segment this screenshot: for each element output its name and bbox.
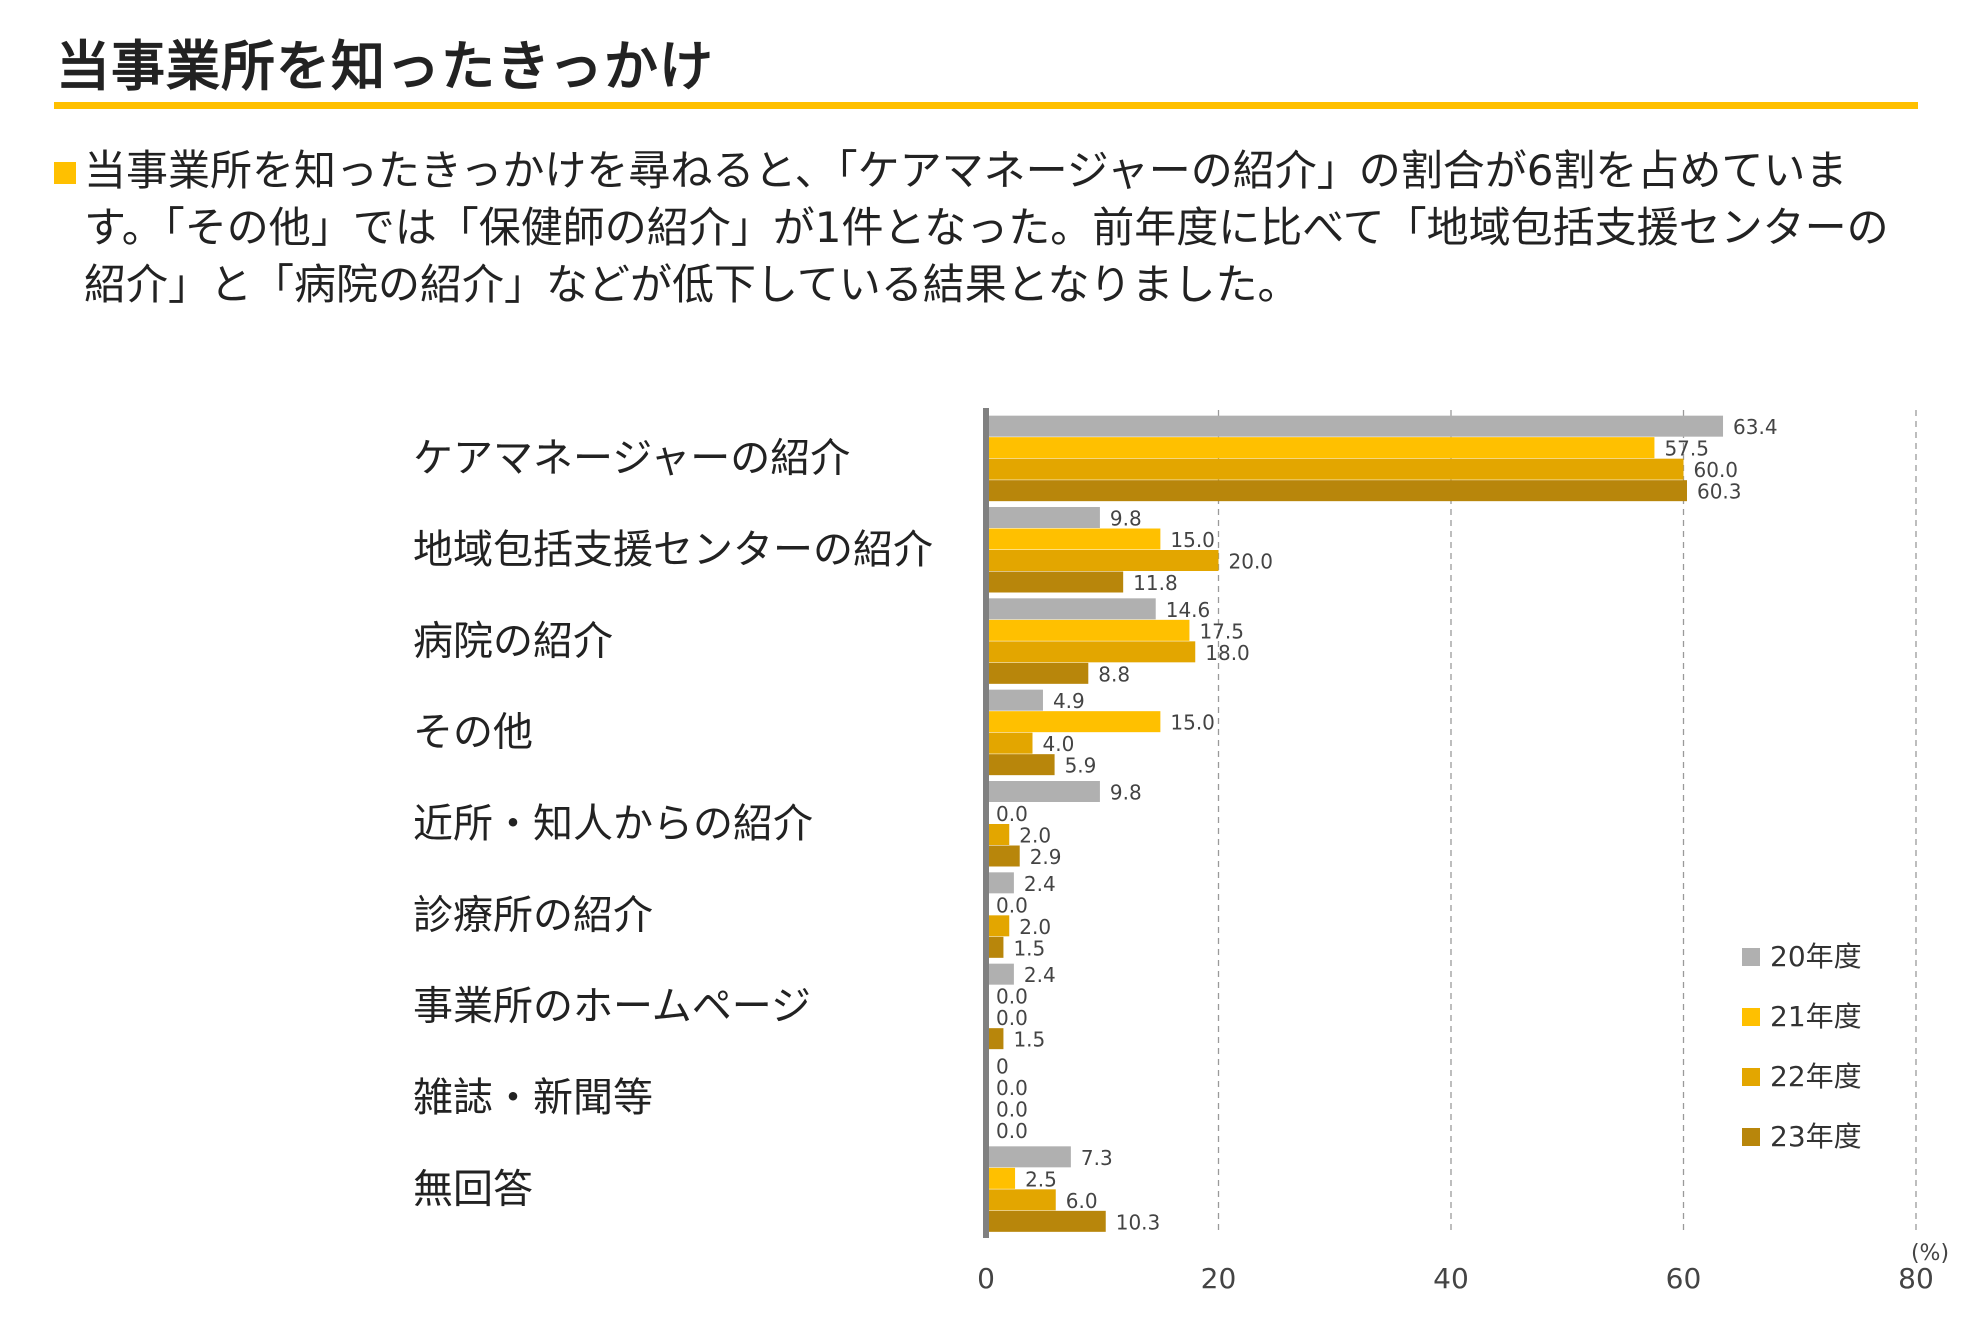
bar	[986, 754, 1055, 776]
summary-block: 当事業所を知ったきっかけを尋ねると、「ケアマネージャーの紹介」の割合が6割を占め…	[54, 142, 1904, 313]
category-label: 雑誌・新聞等	[413, 1075, 653, 1121]
category-label: 近所・知人からの紹介	[413, 801, 813, 847]
legend-label: 20年度	[1770, 940, 1862, 973]
x-tick-label: 40	[1433, 1262, 1469, 1295]
value-label: 15.0	[1170, 528, 1215, 552]
bar	[986, 1167, 1016, 1189]
value-label: 57.5	[1664, 437, 1709, 461]
category-label: 病院の紹介	[413, 618, 613, 664]
x-tick-label: 80	[1898, 1262, 1934, 1295]
page-title: 当事業所を知ったきっかけ	[56, 35, 714, 98]
bar	[986, 872, 1014, 894]
bar	[986, 1210, 1106, 1232]
value-label: 6.0	[1066, 1189, 1098, 1213]
value-label: 10.3	[1116, 1210, 1161, 1234]
category-label: 地域包括支援センターの紹介	[413, 527, 933, 573]
category-label: 無回答	[413, 1166, 533, 1212]
bar	[986, 936, 1004, 958]
bar	[986, 598, 1156, 620]
bar	[986, 619, 1190, 641]
value-label: 5.9	[1065, 754, 1097, 778]
value-label: 0.0	[996, 1076, 1028, 1100]
bar	[986, 711, 1161, 733]
summary-text: 当事業所を知ったきっかけを尋ねると、「ケアマネージャーの紹介」の割合が6割を占め…	[84, 146, 1889, 309]
bar	[986, 963, 1014, 985]
value-label: 2.5	[1025, 1167, 1057, 1191]
value-label: 2.4	[1024, 963, 1056, 987]
legend-label: 22年度	[1770, 1060, 1862, 1093]
value-label: 20.0	[1229, 550, 1274, 574]
value-label: 1.5	[1013, 936, 1045, 960]
bar	[986, 507, 1100, 528]
value-label: 2.4	[1024, 872, 1056, 896]
legend-swatch	[1742, 1008, 1760, 1026]
bar	[986, 415, 1724, 437]
bar	[986, 571, 1124, 593]
value-label: 0.0	[996, 1098, 1028, 1122]
value-label: 9.8	[1110, 781, 1142, 805]
x-tick-label: 0	[977, 1262, 995, 1295]
bar	[986, 480, 1687, 502]
value-label: 1.5	[1013, 1028, 1045, 1052]
legend-label: 23年度	[1770, 1120, 1862, 1153]
value-label: 17.5	[1199, 619, 1244, 643]
category-label: その他	[413, 710, 533, 756]
bar	[986, 550, 1219, 571]
bar	[986, 641, 1196, 663]
unit-label: (%)	[1911, 1241, 1949, 1266]
legend-swatch	[1742, 1128, 1760, 1146]
legend-swatch	[1742, 1068, 1760, 1086]
value-label: 0.0	[996, 1119, 1028, 1143]
value-label: 60.0	[1694, 458, 1739, 482]
value-label: 18.0	[1205, 641, 1250, 665]
value-label: 7.3	[1081, 1146, 1113, 1170]
category-label: 事業所のホームページ	[413, 984, 811, 1030]
legend-swatch	[1742, 948, 1760, 966]
value-label: 4.0	[1043, 732, 1075, 756]
value-label: 4.9	[1053, 689, 1085, 713]
bar	[986, 781, 1100, 802]
bar	[986, 437, 1655, 459]
value-label: 11.8	[1133, 571, 1178, 595]
bar	[986, 528, 1161, 550]
bar	[986, 915, 1010, 937]
value-label: 9.8	[1110, 507, 1142, 531]
value-label: 0.0	[996, 985, 1028, 1009]
category-label: ケアマネージャーの紹介	[413, 436, 850, 482]
bar	[986, 662, 1089, 684]
value-label: 14.6	[1166, 598, 1211, 622]
value-label: 0.0	[996, 893, 1028, 917]
bar	[986, 732, 1033, 754]
bar	[986, 824, 1010, 845]
value-label: 0.0	[996, 1006, 1028, 1030]
bar	[986, 1189, 1056, 1211]
bar	[986, 1028, 1004, 1050]
value-label: 60.3	[1697, 480, 1742, 504]
value-label: 8.8	[1098, 662, 1130, 686]
bar	[986, 458, 1684, 480]
legend-label: 21年度	[1770, 1000, 1862, 1033]
bar	[986, 1146, 1071, 1168]
value-label: 0.0	[996, 802, 1028, 826]
category-label: 診療所の紹介	[413, 892, 653, 938]
bullet-square-icon	[54, 162, 76, 184]
x-tick-label: 60	[1666, 1262, 1702, 1295]
value-label: 63.4	[1733, 415, 1778, 439]
value-label: 2.0	[1019, 915, 1051, 939]
title-underline	[54, 102, 1918, 109]
bar	[986, 689, 1043, 711]
value-label: 15.0	[1170, 711, 1215, 735]
x-tick-label: 20	[1201, 1262, 1237, 1295]
bar	[986, 845, 1020, 867]
value-label: 0	[996, 1055, 1009, 1079]
value-label: 2.0	[1019, 824, 1051, 848]
value-label: 2.9	[1030, 845, 1062, 869]
